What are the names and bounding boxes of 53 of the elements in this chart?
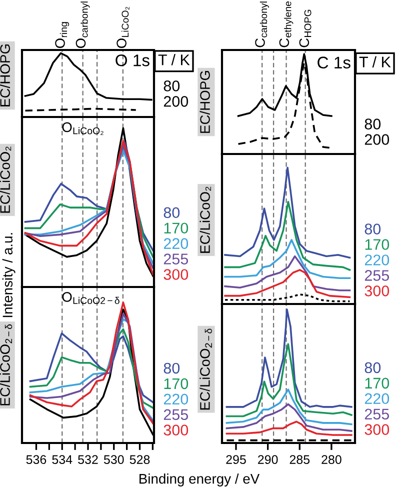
series-label: 80 <box>364 224 381 234</box>
ref-line-label: C$_{carbonyl}$ <box>255 2 269 48</box>
y-axis-title: EC/LiCoO$_{2−δ}$ <box>0 324 12 406</box>
series-label: 255 <box>164 254 188 264</box>
y-axis-title: EC/HOPG <box>0 44 10 106</box>
ref-line-label: O$_{ring}$ <box>55 22 70 48</box>
series-label: 255 <box>364 408 390 420</box>
x-tick-label: 285 <box>290 455 310 464</box>
text: 200 <box>364 134 390 145</box>
ref-line-label: O$_{carbonyl}$ <box>76 2 90 48</box>
ref-line-label: C$_{ethylene}$ <box>279 1 294 48</box>
series-label: 170 <box>365 239 390 250</box>
text: Intensity / a.u. <box>2 233 16 318</box>
series-label: 220 <box>164 394 188 405</box>
x-tick-label: 528 <box>130 455 150 464</box>
series-label: 220 <box>364 393 390 404</box>
x-tick-label: 295 <box>226 455 246 464</box>
y-axis-title: EC/HOPG <box>200 71 210 133</box>
y-axis-title: EC/LiCoO₂ <box>0 146 12 213</box>
series-label: 170 <box>164 378 188 390</box>
x-axis-title: Binding energy / eV <box>140 474 260 486</box>
annotation: O 1s <box>116 54 150 66</box>
x-tick-label: 290 <box>258 455 278 464</box>
series-label: 300 <box>364 285 390 296</box>
y-axis-title: EC/LiCoO$_{2−δ}$ <box>200 328 212 410</box>
ref-line-label: O$_{LiCoO₂}$ <box>116 6 130 48</box>
text: 80 <box>364 362 381 374</box>
ref-line-label: C$_{HOPG}$ <box>299 10 312 48</box>
series-label: 255 <box>164 409 188 420</box>
series-label: 220 <box>164 238 188 249</box>
x-tick-label: 530 <box>104 455 124 464</box>
series-label: 255 <box>364 270 390 281</box>
x-tick-label: 280 <box>322 455 342 464</box>
x-tick-label: 534 <box>52 455 72 464</box>
legend-label: 80 <box>164 80 180 92</box>
series-label: 300 <box>364 424 390 435</box>
series-label: 300 <box>164 424 188 436</box>
series-label: 300 <box>164 269 188 280</box>
legend-title: T / K <box>158 54 190 66</box>
series-label: 80 <box>164 207 180 218</box>
legend-title: T / K <box>359 56 391 68</box>
annotation: O$_{LiCoO2−δ}$ <box>62 292 120 304</box>
annotation: O$_{LiCoO₂}$ <box>62 122 104 135</box>
text: 80 <box>364 118 381 130</box>
x-tick-label: 532 <box>78 455 98 464</box>
series-label: 220 <box>364 254 390 266</box>
series-label: 80 <box>164 362 180 374</box>
series-label: 170 <box>365 378 390 389</box>
annotation: C 1s <box>318 56 350 68</box>
y-axis-title: EC/LiCoO₂ <box>200 186 211 253</box>
series-label: 170 <box>164 222 188 234</box>
series-label: 200 <box>164 96 188 107</box>
x-tick-label: 536 <box>26 455 46 464</box>
